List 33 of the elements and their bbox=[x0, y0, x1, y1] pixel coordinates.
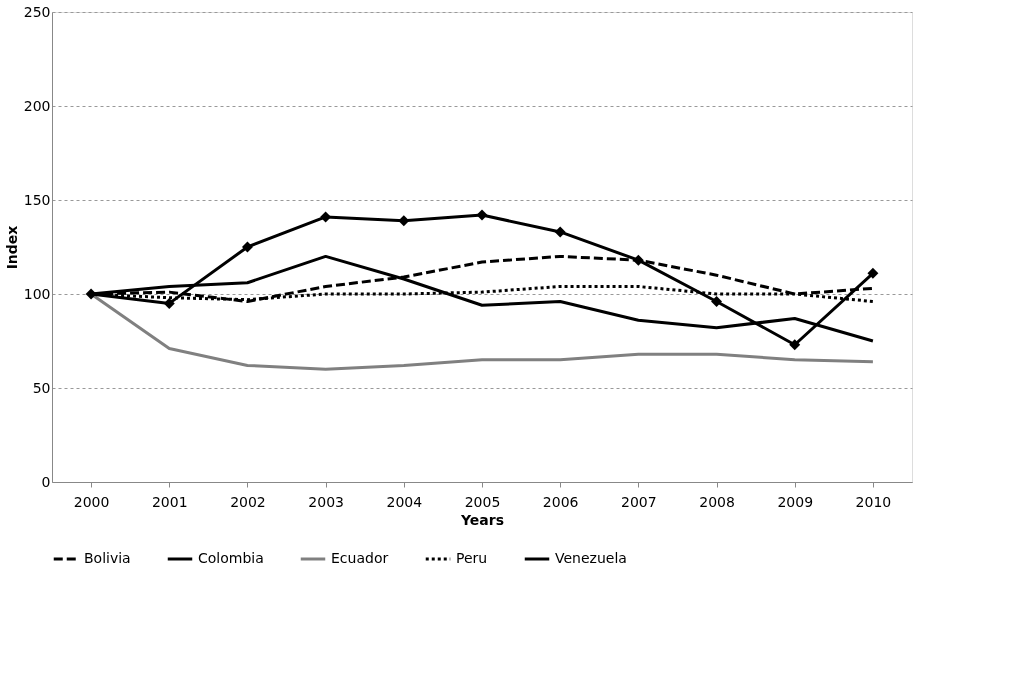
x-tick-label: 2005 bbox=[464, 493, 501, 510]
point bbox=[632, 254, 644, 266]
x-axis-title: Years bbox=[459, 511, 505, 528]
x-tick-label: 2008 bbox=[699, 493, 735, 510]
y-tick-label: 250 bbox=[23, 3, 51, 20]
point bbox=[163, 297, 175, 309]
x-tick-label: 2007 bbox=[621, 493, 657, 510]
point bbox=[398, 215, 410, 227]
x-tick-label: 2004 bbox=[386, 493, 423, 510]
y-tick-label: 50 bbox=[32, 379, 51, 396]
y-tick-label: 100 bbox=[23, 285, 51, 302]
point bbox=[711, 296, 723, 307]
point bbox=[867, 267, 879, 279]
legend-label: Ecuador bbox=[331, 550, 389, 566]
legend-label: Venezuela bbox=[555, 550, 627, 566]
x-tick-label: 2010 bbox=[855, 493, 892, 510]
legend-label: Colombia bbox=[198, 550, 264, 566]
x-tick-label: 2002 bbox=[230, 493, 266, 510]
point bbox=[241, 241, 253, 253]
y-tick-label: 200 bbox=[23, 97, 51, 114]
point bbox=[554, 226, 566, 238]
y-tick-label: 0 bbox=[41, 473, 51, 490]
x-tick-label: 2006 bbox=[542, 493, 579, 510]
legend-label: Peru bbox=[456, 550, 488, 566]
point bbox=[476, 209, 488, 221]
point bbox=[789, 339, 801, 351]
x-tick-label: 2000 bbox=[73, 493, 110, 510]
y-tick-label: 150 bbox=[23, 191, 51, 208]
x-tick-label: 2003 bbox=[308, 493, 344, 510]
legend-label: Bolivia bbox=[84, 550, 131, 566]
y-axis-title: Index bbox=[3, 225, 20, 270]
x-tick-label: 2009 bbox=[777, 493, 814, 510]
x-tick-label: 2001 bbox=[151, 493, 188, 510]
